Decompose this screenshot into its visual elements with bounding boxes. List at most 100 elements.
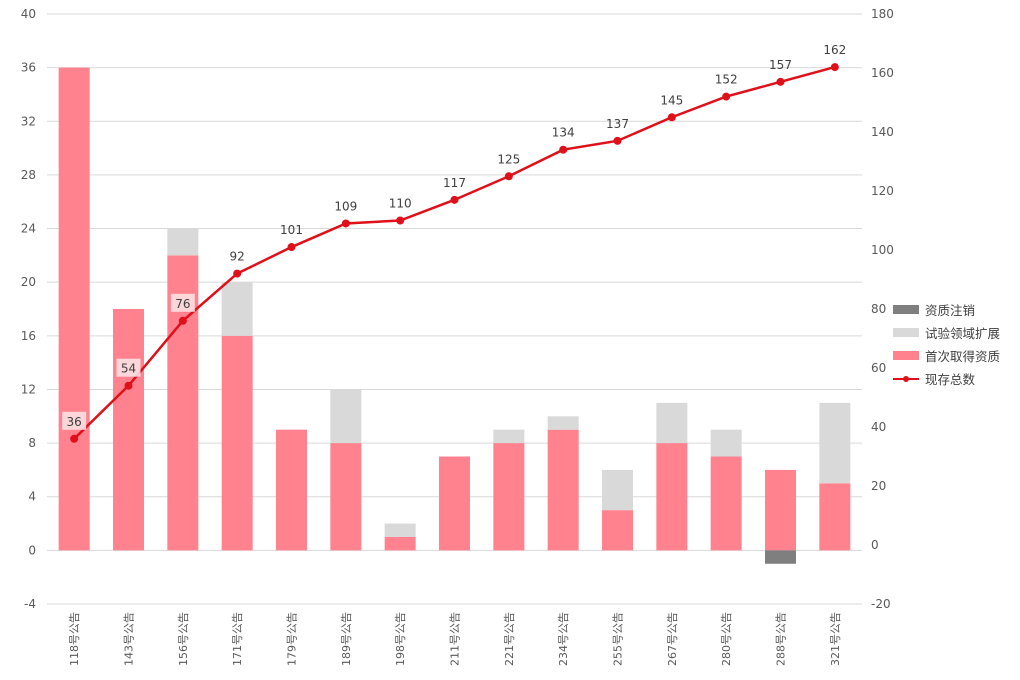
category-label: 118号公告 — [68, 612, 81, 666]
left-tick-label: 36 — [21, 61, 36, 75]
line-data-label: 110 — [389, 197, 412, 211]
right-tick-label: 0 — [871, 538, 879, 552]
line-data-label: 109 — [334, 199, 357, 213]
legend-label: 首次取得资质 — [925, 349, 1001, 364]
left-tick-label: 0 — [28, 543, 36, 557]
line-data-label: 101 — [280, 223, 303, 237]
line-data-label: 157 — [769, 58, 792, 72]
legend-item-expand[interactable]: 试验领域扩展 — [893, 321, 1000, 344]
category-label: 221号公告 — [503, 612, 516, 666]
right-tick-label: 100 — [871, 243, 894, 257]
legend-swatch — [893, 305, 919, 314]
bar-first-acquisition — [58, 67, 90, 551]
line-data-label: 117 — [443, 176, 466, 190]
category-label: 211号公告 — [449, 612, 462, 666]
bar-first-acquisition — [710, 456, 742, 551]
data-label-bg — [170, 293, 195, 312]
right-tick-label: 160 — [871, 66, 894, 80]
right-tick-label: 140 — [871, 125, 894, 139]
line-point — [233, 269, 242, 278]
category-axis-labels: 118号公告 143号公告 156号公告 171号公告 179号公告 189号公告 198号… — [68, 612, 842, 666]
line-point — [613, 136, 622, 145]
left-tick-label: 8 — [28, 436, 36, 450]
bar-first-acquisition — [819, 483, 851, 551]
category-label: 198号公告 — [394, 612, 407, 666]
bar-first-acquisition — [765, 469, 796, 551]
line-point — [178, 316, 187, 325]
left-tick-label: 40 — [21, 7, 36, 21]
bar-first-acquisition — [113, 309, 144, 551]
line-point — [124, 381, 133, 390]
legend-swatch — [893, 374, 919, 384]
line-point — [504, 172, 513, 181]
line-data-label: 162 — [823, 43, 846, 57]
left-tick-label: 32 — [21, 114, 36, 128]
bar-cancellation — [765, 550, 796, 564]
category-label: 234号公告 — [557, 612, 570, 666]
left-tick-label: 4 — [28, 490, 36, 504]
bar-field-expansion — [330, 389, 362, 444]
line-data-label: 137 — [606, 117, 629, 131]
line-data-label: 36 — [67, 415, 82, 429]
category-label: 179号公告 — [286, 612, 299, 666]
left-axis-ticks: -4 0 4 8 12 16 20 24 28 32 36 40 — [21, 7, 36, 611]
category-label: 267号公告 — [666, 612, 679, 666]
legend: 资质注销 试验领域扩展 首次取得资质 现存总数 — [893, 298, 1000, 390]
legend-item-total[interactable]: 现存总数 — [893, 367, 1000, 390]
legend-swatch — [893, 328, 919, 337]
category-label: 143号公告 — [123, 612, 136, 666]
line-data-label: 54 — [121, 362, 136, 376]
bar-field-expansion — [819, 402, 851, 484]
category-label: 156号公告 — [177, 612, 190, 666]
left-tick-label: 28 — [21, 168, 36, 182]
bar-first-acquisition — [547, 429, 579, 551]
line-data-label: 125 — [497, 152, 520, 166]
line-point — [287, 243, 296, 252]
left-tick-label: 20 — [21, 275, 36, 289]
category-label: 280号公告 — [720, 612, 733, 666]
bar-first-acquisition — [656, 443, 688, 551]
right-tick-label: -20 — [871, 597, 891, 611]
bar-first-acquisition — [276, 429, 307, 551]
right-tick-label: 180 — [871, 7, 894, 21]
line-series: 36 54 76 92 101 109 110 117 125 134 137 145 152 157 16… — [62, 43, 846, 443]
bar-first-acquisition — [439, 456, 470, 551]
data-label-bg — [116, 358, 141, 377]
left-tick-label: 12 — [21, 382, 36, 396]
line-point — [559, 145, 568, 154]
left-tick-label: 24 — [21, 222, 36, 236]
right-tick-label: 60 — [871, 361, 886, 375]
line-data-label: 145 — [660, 93, 683, 107]
bar-field-expansion — [656, 402, 688, 444]
bar-first-acquisition — [330, 443, 362, 551]
right-tick-label: 120 — [871, 184, 894, 198]
line-point — [396, 216, 405, 225]
bar-field-expansion — [167, 228, 199, 256]
line-point — [776, 77, 785, 86]
right-axis-ticks: -20 0 20 40 60 80 100 120 140 160 180 — [871, 7, 894, 611]
legend-label: 试验领域扩展 — [925, 326, 1001, 341]
bar-field-expansion — [221, 282, 253, 336]
line-point — [70, 434, 79, 443]
legend-label: 现存总数 — [925, 372, 976, 387]
data-label-bg — [62, 411, 87, 430]
line-data-label: 76 — [175, 297, 190, 311]
line-point — [341, 219, 350, 228]
line-point — [830, 63, 839, 72]
category-label: 255号公告 — [612, 612, 625, 666]
bar-first-acquisition — [384, 536, 416, 551]
line-data-label: 152 — [715, 73, 738, 87]
category-label: 288号公告 — [775, 612, 788, 666]
legend-item-cancel[interactable]: 资质注销 — [893, 298, 1000, 321]
bar-first-acquisition — [602, 510, 633, 551]
bar-field-expansion — [547, 416, 579, 430]
right-tick-label: 40 — [871, 420, 886, 434]
category-label: 321号公告 — [829, 612, 842, 666]
legend-swatch — [893, 351, 919, 360]
legend-item-first[interactable]: 首次取得资质 — [893, 344, 1000, 367]
line-point — [450, 195, 459, 204]
bar-field-expansion — [602, 469, 633, 511]
bar-first-acquisition — [493, 443, 525, 551]
category-label: 171号公告 — [231, 612, 244, 666]
